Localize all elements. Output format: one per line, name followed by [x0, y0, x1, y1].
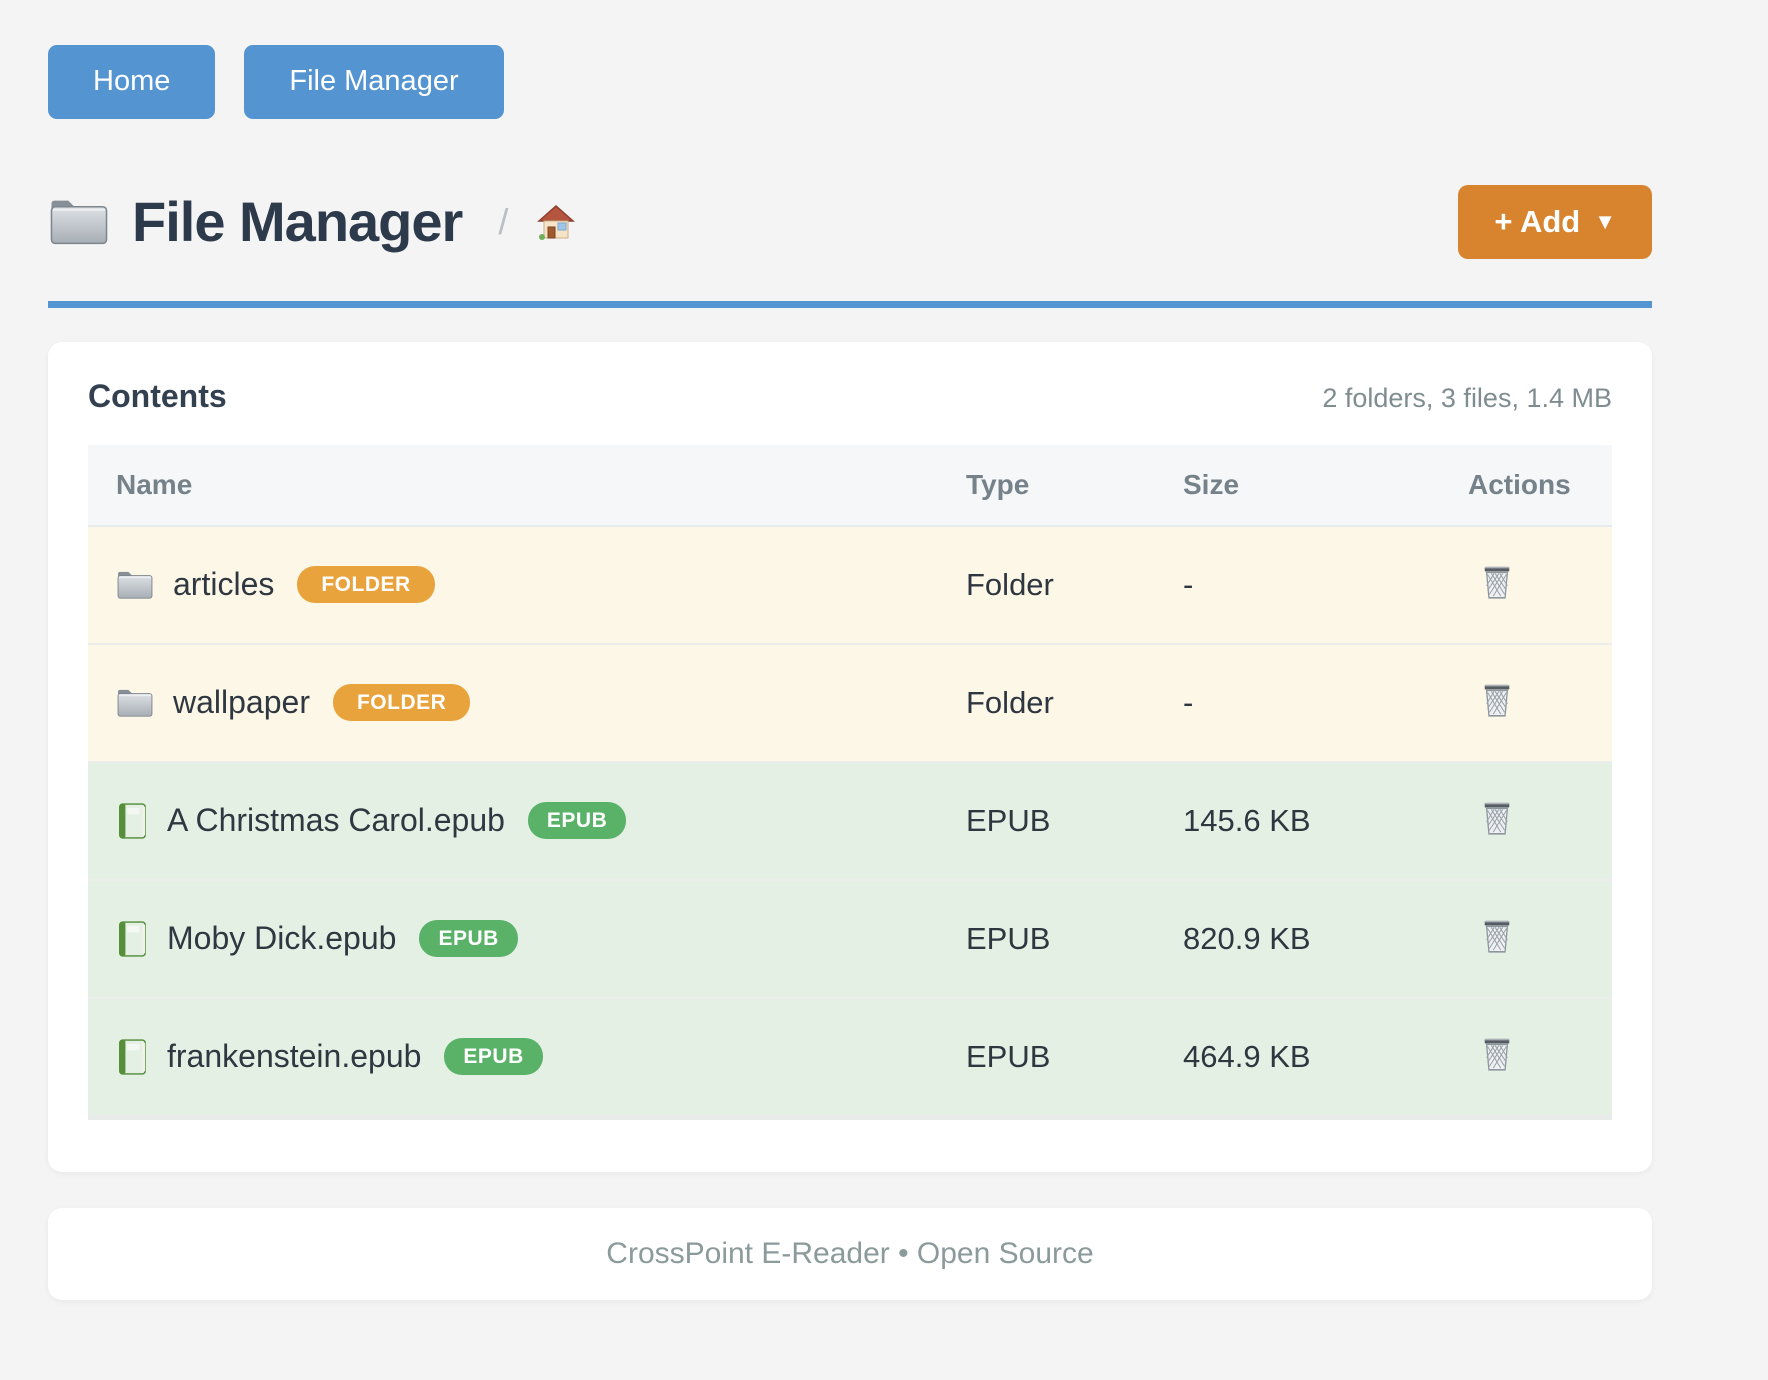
trash-icon [1480, 562, 1514, 600]
contents-table: Name Type Size Actions [88, 444, 1612, 1120]
table-row[interactable]: A Christmas Carol.epub EPUB EPUB 145.6 K… [88, 760, 1612, 880]
contents-card-header: Contents 2 folders, 3 files, 1.4 MB [88, 378, 1612, 415]
folder-icon [116, 569, 154, 601]
table-row[interactable]: wallpaper FOLDER Folder - [88, 642, 1612, 762]
folder-icon [48, 196, 110, 248]
actions-cell [1468, 760, 1612, 880]
actions-cell [1468, 878, 1612, 998]
contents-table-body: articles FOLDER Folder - [88, 524, 1612, 1118]
home-nav-button[interactable]: Home [48, 45, 216, 119]
actions-cell [1468, 642, 1612, 762]
type-cell: EPUB [966, 760, 1183, 880]
caret-down-icon: ▼ [1594, 208, 1616, 234]
delete-button[interactable] [1480, 916, 1514, 954]
contents-card: Contents 2 folders, 3 files, 1.4 MB Name… [48, 341, 1652, 1172]
type-cell: EPUB [966, 996, 1183, 1118]
actions-cell [1468, 524, 1612, 644]
file-name[interactable]: articles [173, 566, 275, 603]
type-cell: Folder [966, 524, 1183, 644]
delete-button[interactable] [1480, 1034, 1514, 1072]
type-badge: EPUB [444, 1038, 543, 1076]
home-icon [536, 202, 576, 242]
contents-table-head: Name Type Size Actions [88, 444, 1612, 526]
column-header-size: Size [1183, 444, 1468, 526]
name-cell: frankenstein.epub EPUB [88, 996, 966, 1118]
size-cell: 145.6 KB [1183, 760, 1468, 880]
size-cell: - [1183, 642, 1468, 762]
actions-cell [1468, 996, 1612, 1118]
name-cell: wallpaper FOLDER [88, 642, 966, 762]
page-title: File Manager [132, 190, 463, 254]
trash-icon [1480, 1034, 1514, 1072]
trash-icon [1480, 916, 1514, 954]
delete-button[interactable] [1480, 680, 1514, 718]
type-badge: FOLDER [297, 566, 435, 604]
contents-summary: 2 folders, 3 files, 1.4 MB [1322, 382, 1612, 413]
name-cell: Moby Dick.epub EPUB [88, 878, 966, 998]
file-name[interactable]: A Christmas Carol.epub [167, 802, 505, 839]
header-divider [48, 300, 1652, 308]
name-cell: articles FOLDER [88, 524, 966, 644]
breadcrumb-separator: / [498, 200, 509, 242]
delete-button[interactable] [1480, 798, 1514, 836]
contents-title: Contents [88, 377, 227, 414]
book-icon [116, 802, 148, 840]
book-icon [116, 1038, 148, 1076]
title-area: File Manager / [48, 189, 576, 254]
type-badge: FOLDER [332, 684, 471, 722]
add-button-label: + Add [1494, 203, 1581, 239]
file-name[interactable]: Moby Dick.epub [167, 920, 397, 957]
trash-icon [1480, 680, 1514, 718]
folder-icon [116, 687, 154, 719]
breadcrumb-home-link[interactable] [536, 202, 576, 242]
type-cell: EPUB [966, 878, 1183, 998]
table-row[interactable]: articles FOLDER Folder - [88, 524, 1612, 644]
add-button[interactable]: + Add ▼ [1458, 184, 1652, 259]
type-badge: EPUB [527, 802, 627, 840]
file-manager-nav-button[interactable]: File Manager [244, 45, 504, 119]
type-badge: EPUB [419, 920, 518, 958]
top-nav: Home File Manager [48, 0, 1652, 119]
column-header-type: Type [966, 444, 1183, 526]
table-row[interactable]: Moby Dick.epub EPUB EPUB 820.9 KB [88, 878, 1612, 998]
column-header-actions: Actions [1468, 444, 1612, 526]
page: Home File Manager File Manager / [48, 0, 1652, 1300]
trash-icon [1480, 798, 1514, 836]
footer-card: CrossPoint E-Reader • Open Source [48, 1207, 1652, 1300]
file-name[interactable]: wallpaper [173, 684, 310, 721]
size-cell: 464.9 KB [1183, 996, 1468, 1118]
column-header-name: Name [88, 444, 966, 526]
table-row[interactable]: frankenstein.epub EPUB EPUB 464.9 KB [88, 996, 1612, 1118]
size-cell: 820.9 KB [1183, 878, 1468, 998]
footer-text: CrossPoint E-Reader • Open Source [606, 1236, 1094, 1270]
size-cell: - [1183, 524, 1468, 644]
type-cell: Folder [966, 642, 1183, 762]
name-cell: A Christmas Carol.epub EPUB [88, 760, 966, 880]
page-header: File Manager / + Add ▼ [48, 184, 1652, 259]
file-name[interactable]: frankenstein.epub [167, 1038, 422, 1075]
delete-button[interactable] [1480, 562, 1514, 600]
book-icon [116, 920, 148, 958]
